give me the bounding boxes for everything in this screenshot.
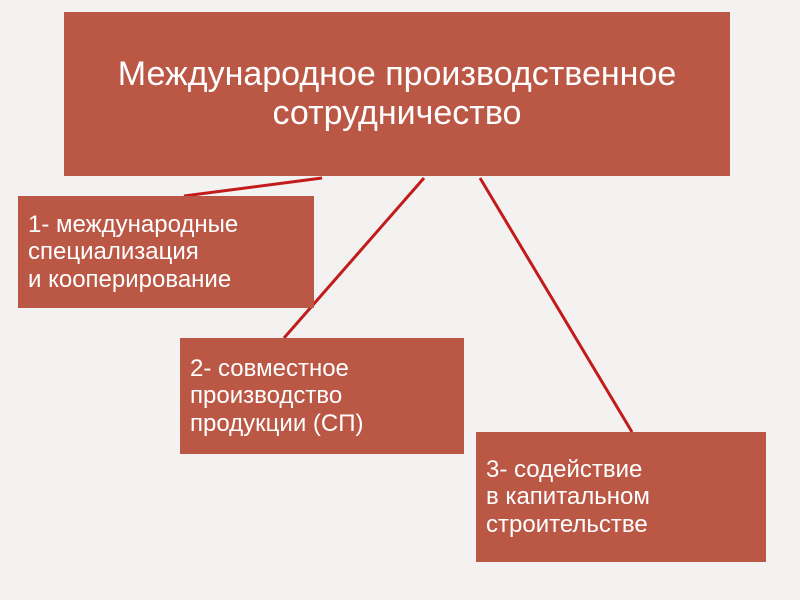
branch-node-2: 2- совместноепроизводствопродукции (СП)	[180, 338, 464, 454]
branch-2-label: 2- совместноепроизводствопродукции (СП)	[190, 355, 363, 438]
root-node: Международное производственное сотруднич…	[64, 12, 730, 176]
diagram-canvas: Международное производственное сотруднич…	[0, 0, 800, 600]
branch-1-label: 1- международные специализацияи кооперир…	[28, 211, 238, 294]
branch-node-1: 1- международные специализацияи кооперир…	[18, 196, 314, 308]
edge-root-n1	[184, 178, 322, 196]
branch-node-3: 3- содействие в капитальном строительств…	[476, 432, 766, 562]
branch-3-label: 3- содействие в капитальном строительств…	[486, 456, 650, 539]
edge-root-n3	[480, 178, 632, 432]
root-label: Международное производственное сотруднич…	[74, 55, 720, 133]
